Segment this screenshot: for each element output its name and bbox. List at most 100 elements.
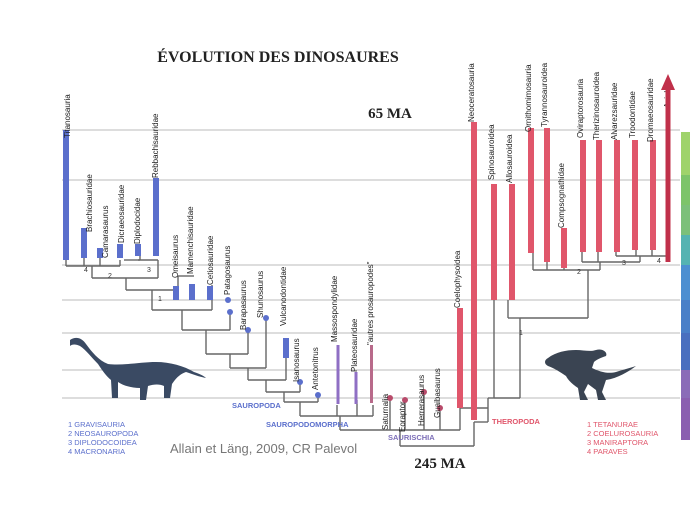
theropod-range-bar	[614, 140, 620, 252]
taxon-label: Massospondylidae	[330, 275, 339, 342]
node-number: 2	[577, 269, 581, 276]
taxon-label: Vulcanodontidae	[279, 266, 288, 326]
taxon-label: Eoraptor	[398, 401, 407, 432]
taxon-label: Compsognathidae	[557, 163, 566, 228]
taxon-label: "autres prosauropodes"	[366, 261, 375, 345]
node-number: 3	[147, 267, 151, 274]
legend-item: 1 GRAVISAURIA	[68, 420, 125, 429]
theropod-range-bar	[471, 122, 477, 420]
taxon-label: Dicraeosauridae	[117, 184, 126, 243]
sauropod-range-bar	[189, 284, 195, 300]
terminal-taxon-dot	[227, 309, 233, 315]
theropod-range-bar	[528, 128, 534, 253]
theropod-range-bar	[650, 140, 656, 250]
terminal-taxon-dot	[245, 327, 251, 333]
theropod-range-bar	[457, 308, 463, 408]
taxon-label: Herrerasaurus	[417, 375, 426, 426]
taxon-label: Shunosaurus	[256, 271, 265, 318]
strip-band	[681, 205, 690, 235]
taxon-label: Dromaeosauridae	[646, 78, 655, 142]
taxon-label: Oviraptorosauria	[576, 78, 585, 138]
theropod-silhouette-icon	[545, 349, 636, 400]
stratigraphic-strip	[681, 132, 690, 440]
taxon-label: Guaibasaurus	[433, 368, 442, 418]
node-number: 4	[657, 258, 661, 265]
diagram-title: ÉVOLUTION DES DINOSAURES	[157, 47, 399, 66]
terminal-taxon-dot	[437, 405, 443, 411]
terminal-taxon-dot	[387, 395, 393, 401]
prosauropod-range-bar	[336, 345, 340, 404]
strip-band	[681, 235, 690, 265]
taxon-label: Plateosauridae	[350, 318, 359, 372]
legend-item: 2 NEOSAUROPODA	[68, 429, 138, 438]
strip-band	[681, 398, 690, 440]
legend-item: 1 TETANURAE	[587, 420, 638, 429]
theropod-range-bar	[544, 128, 550, 262]
strip-band	[681, 300, 690, 333]
taxon-label: Titanosauria	[63, 94, 72, 138]
taxon-label: Rebbachisauridae	[151, 113, 160, 178]
taxon-label: Alvarezsauridae	[610, 82, 619, 140]
taxon-label: Saturnalia	[381, 393, 390, 430]
legend-item: 3 DIPLODOCOIDEA	[68, 438, 137, 447]
citation: Allain et Läng, 2009, CR Palevol	[170, 441, 357, 456]
range-bars	[63, 122, 656, 420]
taxon-label: Coelophysoidea	[453, 250, 462, 308]
node-number: 3	[622, 260, 626, 267]
sauropod-range-bar	[283, 338, 289, 358]
taxon-label: Cetiosauridae	[206, 235, 215, 285]
taxon-label: Brachiosauridae	[85, 174, 94, 232]
taxon-label: Neoceratosauria	[467, 63, 476, 122]
sauropod-range-bar	[173, 286, 179, 300]
node-number: 1	[519, 330, 523, 337]
taxon-label: Troodontidae	[628, 91, 637, 138]
taxon-label: Barapasaurus	[239, 280, 248, 330]
taxon-labels-right: Coelophysoidea Neoceratosauria Spinosaur…	[453, 62, 672, 308]
bottom-age-label: 245 MA	[414, 456, 465, 472]
terminal-taxon-dot	[225, 297, 231, 303]
taxon-label: Therizinosauroidea	[592, 71, 601, 140]
taxon-label: Isanosaurus	[292, 338, 301, 382]
taxon-label: Mamenchisauridae	[186, 206, 195, 274]
strip-band	[681, 333, 690, 370]
theropod-range-bar	[561, 228, 567, 268]
legend-item: 3 MANIRAPTORA	[587, 438, 648, 447]
strip-band	[681, 150, 690, 175]
legend-theropods: 1 TETANURAE 2 COELUROSAURIA 3 MANIRAPTOR…	[587, 420, 658, 456]
taxon-label: Antetonitrus	[311, 347, 320, 390]
taxon-label: Omeisaurus	[171, 235, 180, 278]
legend-item: 4 MACRONARIA	[68, 447, 125, 456]
group-label-theropoda: THEROPODA	[492, 417, 541, 426]
sauropod-range-bar	[207, 286, 213, 300]
taxon-labels-left: Titanosauria Brachiosauridae Camarasauru…	[63, 94, 442, 432]
theropod-range-bar	[596, 140, 602, 252]
taxon-label: Allosauroidea	[505, 134, 514, 183]
group-label-sauropoda: SAUROPODA	[232, 401, 281, 410]
sauropod-range-bar	[117, 244, 123, 258]
theropod-range-bar	[632, 140, 638, 250]
node-number: 1	[158, 296, 162, 303]
terminal-taxon-dot	[297, 379, 303, 385]
legend-item: 4 PARAVES	[587, 447, 628, 456]
theropod-range-bar	[509, 184, 515, 300]
theropod-range-bar	[491, 184, 497, 300]
top-age-label: 65 MA	[368, 106, 412, 122]
taxon-label: Tyrannosauroidea	[540, 62, 549, 127]
terminal-taxon-dot	[263, 315, 269, 321]
strip-band	[681, 132, 690, 150]
theropod-range-bar	[580, 140, 586, 252]
terminal-taxon-dot	[421, 389, 427, 395]
legend-item: 2 COELUROSAURIA	[587, 429, 658, 438]
sauropod-range-bar	[97, 248, 103, 258]
strip-band	[681, 175, 690, 205]
taxon-label: Spinosauroidea	[487, 124, 496, 180]
group-label-sauropodomorpha: SAUROPODOMORPHA	[266, 420, 349, 429]
sauropod-range-bar	[135, 244, 141, 256]
taxon-label: Ornithomimosauria	[524, 64, 533, 132]
avialae-arrow-icon	[661, 74, 675, 262]
sauropod-range-bar	[81, 228, 87, 258]
prosauropod-range-bar	[354, 372, 358, 404]
node-number: 4	[84, 267, 88, 274]
prosauropod-range-bar	[370, 345, 373, 403]
